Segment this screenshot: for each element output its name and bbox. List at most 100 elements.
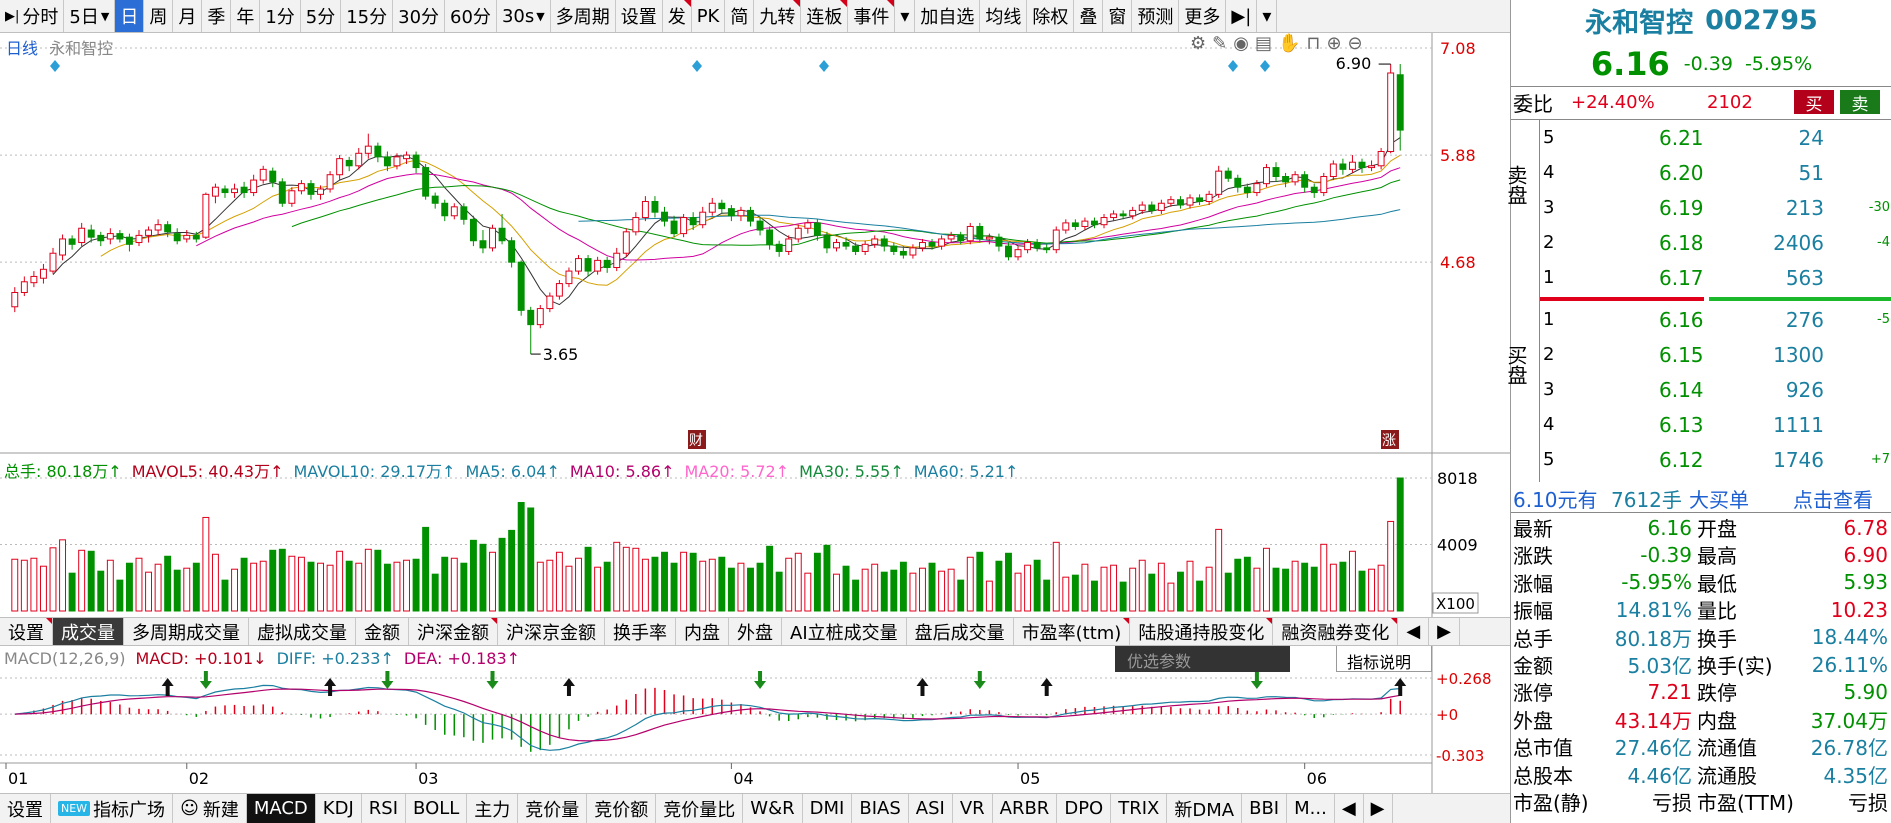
candle-body[interactable] xyxy=(1148,204,1156,211)
candle-body[interactable] xyxy=(536,308,544,326)
candle-body[interactable] xyxy=(938,238,946,247)
toolbar-item-30[interactable]: ▾ xyxy=(1257,0,1278,32)
bottom-tab-23[interactable]: ▶ xyxy=(1364,794,1393,823)
candle-body[interactable] xyxy=(1081,220,1089,227)
candle-body[interactable] xyxy=(211,186,219,197)
bottom-tab-5[interactable]: RSI xyxy=(362,794,407,823)
event-diamond-icon[interactable] xyxy=(1228,60,1238,72)
candle-body[interactable] xyxy=(1272,167,1280,177)
toolbar-item-1[interactable]: 5日 ▼ xyxy=(64,0,116,32)
toolbar-item-28[interactable]: 更多 xyxy=(1179,0,1227,32)
candle-body[interactable] xyxy=(1196,197,1204,202)
candle-body[interactable] xyxy=(670,220,678,235)
bottom-tab-14[interactable]: ASI xyxy=(909,794,953,823)
candle-body[interactable] xyxy=(269,170,277,183)
toolbar-item-20[interactable]: 事件 xyxy=(848,0,896,32)
candle-body[interactable] xyxy=(1224,170,1232,179)
candle-body[interactable] xyxy=(1205,193,1213,202)
toolbar-item-9[interactable]: 15分 xyxy=(341,0,394,32)
candle-body[interactable] xyxy=(603,259,611,269)
candle-body[interactable] xyxy=(278,181,286,204)
candle-body[interactable] xyxy=(775,243,783,252)
toolbar-item-3[interactable]: 周 xyxy=(144,0,174,32)
toolbar-item-5[interactable]: 季 xyxy=(202,0,232,32)
candle-body[interactable] xyxy=(1052,229,1060,251)
bottom-tab-13[interactable]: BIAS xyxy=(852,794,909,823)
toolbar-item-13[interactable]: 多周期 xyxy=(551,0,616,32)
candle-body[interactable] xyxy=(1071,222,1079,227)
candle-body[interactable] xyxy=(87,229,95,238)
candle-body[interactable] xyxy=(919,242,926,249)
candle-body[interactable] xyxy=(508,240,516,263)
candle-body[interactable] xyxy=(565,270,573,285)
candle-body[interactable] xyxy=(259,168,267,181)
bids-row[interactable]: 2 6.15 1300 xyxy=(1511,339,1891,373)
big-order-link[interactable]: 点击查看 xyxy=(1793,487,1873,512)
bottom-tab-11[interactable]: W&R xyxy=(743,794,803,823)
candle-body[interactable] xyxy=(747,209,754,222)
toolbar-item-15[interactable]: 发 xyxy=(663,0,692,32)
candle-body[interactable] xyxy=(737,209,745,217)
candle-body[interactable] xyxy=(813,222,821,236)
event-diamond-icon[interactable] xyxy=(1260,60,1270,72)
candle-body[interactable] xyxy=(718,202,726,210)
candle-body[interactable] xyxy=(1005,245,1012,258)
candle-body[interactable] xyxy=(1253,183,1261,194)
bids-row[interactable]: 1 6.16 276 -5 xyxy=(1511,304,1891,338)
candle-body[interactable] xyxy=(489,227,496,249)
indicator-tab-13[interactable]: 陆股通持股变化 xyxy=(1130,618,1274,645)
bottom-tab-18[interactable]: TRIX xyxy=(1111,794,1168,823)
candle-body[interactable] xyxy=(1100,217,1108,226)
optimize-params-button[interactable]: 优选参数 xyxy=(1115,645,1290,672)
candle-body[interactable] xyxy=(221,188,229,194)
indicator-explain-button[interactable]: 指标说明 xyxy=(1336,645,1432,672)
toolbar-item-22[interactable]: 加自选 xyxy=(915,0,981,32)
settings-icon[interactable]: ⚙ xyxy=(1190,33,1213,54)
candle-body[interactable] xyxy=(192,234,200,240)
toolbar-item-29[interactable]: ▶| xyxy=(1226,0,1258,32)
event-mark-box[interactable] xyxy=(688,430,706,449)
toolbar-item-6[interactable]: 年 xyxy=(231,0,261,32)
candle-body[interactable] xyxy=(1024,242,1032,251)
candle-body[interactable] xyxy=(708,202,716,213)
candle-body[interactable] xyxy=(1119,213,1127,217)
candle-body[interactable] xyxy=(699,211,707,226)
bottom-tab-3[interactable]: MACD xyxy=(246,794,316,823)
candle-body[interactable] xyxy=(1033,242,1041,249)
candle-body[interactable] xyxy=(1387,72,1395,153)
candle-body[interactable] xyxy=(68,238,76,245)
candle-body[interactable] xyxy=(661,211,668,222)
candle-body[interactable] xyxy=(947,234,955,240)
candle-body[interactable] xyxy=(431,195,439,204)
candle-body[interactable] xyxy=(1310,186,1318,194)
candle-body[interactable] xyxy=(1291,174,1299,183)
toolbar-item-16[interactable]: PK xyxy=(692,0,726,32)
candle-body[interactable] xyxy=(928,242,936,247)
bottom-tab-6[interactable]: BOLL xyxy=(406,794,468,823)
candle-body[interactable] xyxy=(909,247,917,256)
event-diamond-icon[interactable] xyxy=(819,60,829,72)
bottom-tab-2[interactable]: ☺ 新建 xyxy=(173,794,247,823)
bids-row[interactable]: 4 6.13 1111 xyxy=(1511,409,1891,443)
candle-body[interactable] xyxy=(1396,74,1404,131)
sell-button[interactable]: 卖 xyxy=(1840,90,1880,115)
candle-body[interactable] xyxy=(1091,220,1098,226)
candle-body[interactable] xyxy=(651,200,659,213)
candle-body[interactable] xyxy=(966,225,974,242)
chart-area[interactable]: 7.08 5.88 4.68 6.90 3.65 财 涨 8018 4009 X100 +0.268… xyxy=(0,33,1510,793)
candle-body[interactable] xyxy=(297,183,305,192)
event-mark-box[interactable] xyxy=(1381,430,1399,449)
candle-body[interactable] xyxy=(594,259,602,272)
toolbar-item-10[interactable]: 30分 xyxy=(393,0,446,32)
candle-body[interactable] xyxy=(250,179,258,194)
candle-body[interactable] xyxy=(823,234,831,249)
candle-body[interactable] xyxy=(1243,186,1251,194)
hand-icon[interactable]: ✋ xyxy=(1277,33,1307,54)
candle-body[interactable] xyxy=(135,234,143,244)
candle-body[interactable] xyxy=(1177,199,1184,206)
candle-body[interactable] xyxy=(116,233,124,240)
candle-body[interactable] xyxy=(756,220,764,231)
bottom-tab-16[interactable]: ARBR xyxy=(993,794,1058,823)
candle-body[interactable] xyxy=(1262,167,1270,185)
bottom-tab-17[interactable]: DPO xyxy=(1057,794,1112,823)
